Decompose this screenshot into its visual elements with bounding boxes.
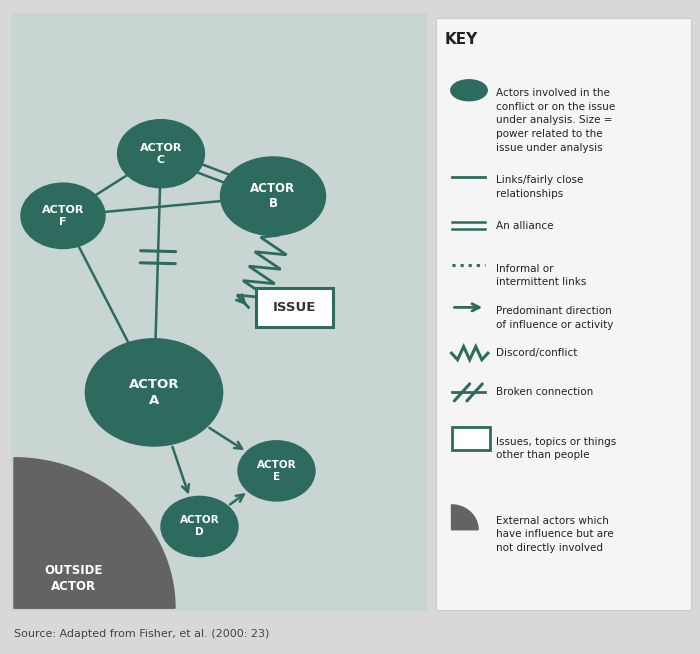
- Text: Broken connection: Broken connection: [496, 387, 593, 398]
- Text: Issues, topics or things
other than people: Issues, topics or things other than peop…: [496, 437, 616, 460]
- FancyBboxPatch shape: [436, 18, 691, 610]
- Text: ISSUE: ISSUE: [272, 301, 316, 314]
- Text: ACTOR
D: ACTOR D: [180, 515, 219, 538]
- Text: Source: Adapted from Fisher, et al. (2000: 23): Source: Adapted from Fisher, et al. (200…: [14, 629, 270, 640]
- Text: Informal or
intermittent links: Informal or intermittent links: [496, 264, 586, 287]
- Ellipse shape: [220, 157, 326, 235]
- Text: ACTOR
B: ACTOR B: [251, 182, 295, 211]
- Ellipse shape: [118, 120, 204, 188]
- Text: External actors which
have influence but are
not directly involved: External actors which have influence but…: [496, 516, 613, 553]
- Text: An alliance: An alliance: [496, 220, 553, 231]
- Text: KEY: KEY: [444, 32, 477, 46]
- Text: ACTOR
F: ACTOR F: [42, 205, 84, 227]
- Ellipse shape: [21, 183, 105, 249]
- Polygon shape: [452, 505, 478, 530]
- Text: OUTSIDE
ACTOR: OUTSIDE ACTOR: [44, 564, 103, 593]
- Ellipse shape: [161, 496, 238, 557]
- Bar: [256, 288, 332, 327]
- Text: Actors involved in the
conflict or on the issue
under analysis. Size =
power rel: Actors involved in the conflict or on th…: [496, 88, 615, 152]
- Text: ACTOR
C: ACTOR C: [140, 143, 182, 165]
- Bar: [10, 13, 427, 611]
- Ellipse shape: [238, 441, 315, 501]
- Polygon shape: [14, 458, 175, 608]
- Text: Predominant direction
of influence or activity: Predominant direction of influence or ac…: [496, 306, 613, 330]
- Text: ACTOR
A: ACTOR A: [129, 378, 179, 407]
- Text: ACTOR
E: ACTOR E: [257, 460, 296, 482]
- Ellipse shape: [85, 339, 223, 446]
- Text: Discord/conflict: Discord/conflict: [496, 348, 577, 358]
- Text: Links/fairly close
relationships: Links/fairly close relationships: [496, 175, 583, 199]
- Bar: [452, 426, 490, 450]
- Ellipse shape: [451, 80, 487, 101]
